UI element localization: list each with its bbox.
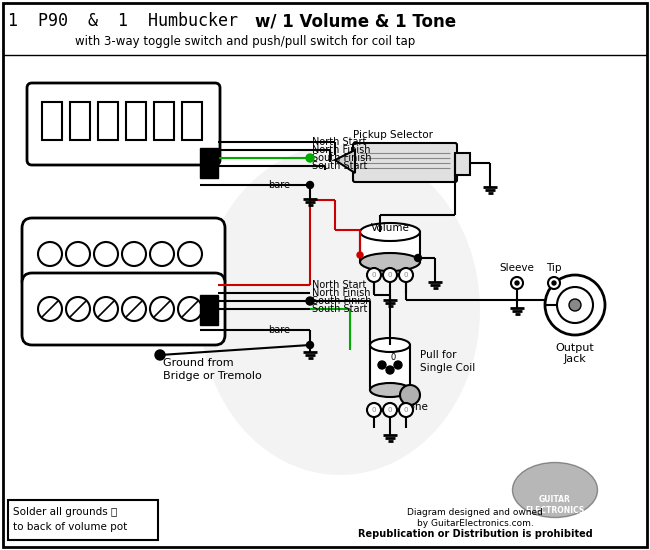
- Circle shape: [394, 361, 402, 369]
- Text: w/ 1 Volume & 1 Tone: w/ 1 Volume & 1 Tone: [255, 12, 456, 30]
- Bar: [370, 345, 410, 390]
- Circle shape: [122, 242, 146, 266]
- Circle shape: [38, 242, 62, 266]
- Text: North Start: North Start: [312, 137, 367, 147]
- Bar: [126, 102, 146, 140]
- Circle shape: [545, 275, 605, 335]
- Text: Pickup Selector: Pickup Selector: [353, 130, 433, 140]
- FancyBboxPatch shape: [22, 273, 225, 345]
- Circle shape: [383, 268, 397, 282]
- Circle shape: [94, 297, 118, 321]
- Circle shape: [155, 350, 165, 360]
- Ellipse shape: [512, 463, 597, 518]
- Text: Ground from: Ground from: [163, 358, 233, 368]
- Text: Sleeve: Sleeve: [500, 263, 534, 273]
- Circle shape: [178, 297, 202, 321]
- Bar: [70, 102, 90, 140]
- Text: North Finish: North Finish: [312, 288, 370, 298]
- Text: 0: 0: [388, 407, 392, 413]
- FancyBboxPatch shape: [27, 83, 220, 165]
- Text: bare: bare: [268, 180, 290, 190]
- Circle shape: [367, 403, 381, 417]
- Circle shape: [306, 297, 314, 305]
- Text: Republication or Distribution is prohibited: Republication or Distribution is prohibi…: [358, 529, 592, 539]
- Text: Pull for: Pull for: [420, 350, 456, 360]
- Ellipse shape: [370, 338, 410, 352]
- Bar: [200, 148, 218, 178]
- Ellipse shape: [370, 383, 410, 397]
- Text: by GuitarElectronics.com.: by GuitarElectronics.com.: [417, 519, 534, 528]
- Circle shape: [548, 277, 560, 289]
- Text: South Finish: South Finish: [312, 296, 372, 306]
- Ellipse shape: [200, 145, 480, 475]
- Circle shape: [66, 297, 90, 321]
- Circle shape: [357, 252, 363, 258]
- Bar: [42, 102, 62, 140]
- Text: South Start: South Start: [312, 304, 367, 314]
- Circle shape: [150, 297, 174, 321]
- Bar: [154, 102, 174, 140]
- Circle shape: [367, 268, 381, 282]
- Text: South Start: South Start: [312, 161, 367, 171]
- Circle shape: [66, 242, 90, 266]
- Circle shape: [307, 342, 313, 349]
- Text: 0: 0: [372, 272, 376, 278]
- Bar: [200, 295, 218, 325]
- Circle shape: [415, 255, 421, 261]
- Text: 0: 0: [372, 407, 376, 413]
- Polygon shape: [335, 150, 355, 173]
- Circle shape: [178, 242, 202, 266]
- FancyBboxPatch shape: [22, 218, 225, 290]
- Circle shape: [378, 361, 386, 369]
- Text: Output: Output: [556, 343, 594, 353]
- Circle shape: [386, 366, 394, 374]
- Circle shape: [399, 268, 413, 282]
- Circle shape: [552, 281, 556, 285]
- Circle shape: [569, 299, 581, 311]
- Text: to back of volume pot: to back of volume pot: [13, 522, 127, 532]
- Circle shape: [38, 297, 62, 321]
- Text: North Start: North Start: [312, 280, 367, 290]
- Text: Volume: Volume: [370, 223, 410, 233]
- Text: South Finish: South Finish: [312, 153, 372, 163]
- Text: Diagram designed and owned: Diagram designed and owned: [407, 508, 543, 517]
- Text: GUITAR
ELECTRONICS: GUITAR ELECTRONICS: [525, 496, 584, 515]
- Bar: [360, 232, 420, 262]
- Text: North Finish: North Finish: [312, 145, 370, 155]
- Text: Solder all grounds ⏚: Solder all grounds ⏚: [13, 507, 117, 517]
- FancyBboxPatch shape: [353, 143, 457, 182]
- Bar: [455, 153, 470, 175]
- Text: Tone: Tone: [404, 402, 428, 412]
- Circle shape: [400, 385, 420, 405]
- Circle shape: [307, 182, 313, 189]
- Text: 1  P90  &  1  Humbucker: 1 P90 & 1 Humbucker: [8, 12, 238, 30]
- Bar: [8, 500, 158, 540]
- Text: 0: 0: [388, 272, 392, 278]
- Text: Jack: Jack: [564, 354, 586, 364]
- Text: Tip: Tip: [546, 263, 562, 273]
- Circle shape: [515, 281, 519, 285]
- Circle shape: [557, 287, 593, 323]
- Text: 0: 0: [404, 407, 408, 413]
- Circle shape: [383, 403, 397, 417]
- Ellipse shape: [360, 253, 420, 271]
- Text: Single Coil: Single Coil: [420, 363, 475, 373]
- Text: Bridge or Tremolo: Bridge or Tremolo: [163, 371, 262, 381]
- Text: 0: 0: [391, 353, 396, 361]
- Circle shape: [122, 297, 146, 321]
- Text: bare: bare: [268, 325, 290, 335]
- Circle shape: [306, 154, 314, 162]
- Bar: [98, 102, 118, 140]
- Bar: [182, 102, 202, 140]
- Circle shape: [399, 403, 413, 417]
- Circle shape: [511, 277, 523, 289]
- Circle shape: [94, 242, 118, 266]
- Text: with 3-way toggle switch and push/pull switch for coil tap: with 3-way toggle switch and push/pull s…: [75, 35, 415, 48]
- Text: 0: 0: [404, 272, 408, 278]
- Circle shape: [150, 242, 174, 266]
- Ellipse shape: [360, 223, 420, 241]
